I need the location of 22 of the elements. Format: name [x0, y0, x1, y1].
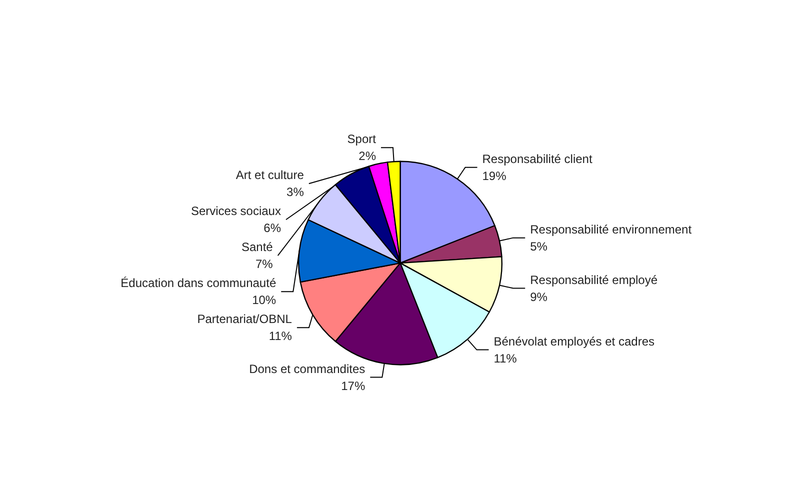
- data-label: 11%: [494, 351, 518, 366]
- slice-label: Partenariat/OBNL: [197, 312, 292, 326]
- data-label: 3%: [286, 185, 304, 200]
- data-label: 10%: [252, 293, 276, 308]
- data-label: 7%: [255, 257, 274, 272]
- slice-label: Responsabilité client: [482, 152, 593, 166]
- slice-label: Services sociaux: [190, 204, 281, 218]
- slice-label: Responsabilité employé: [530, 272, 658, 287]
- slice-label: Art et culture: [236, 168, 304, 182]
- data-label: 5%: [530, 239, 548, 254]
- slice-label: Éducation dans communauté: [120, 276, 276, 290]
- data-label: 11%: [268, 329, 292, 344]
- data-label: 6%: [264, 221, 282, 236]
- slice-label: Responsabilité environnement: [530, 222, 692, 236]
- data-label: 19%: [482, 168, 507, 183]
- data-label: 2%: [358, 149, 376, 164]
- slice-label: Bénévolat employés et cadres: [494, 334, 654, 348]
- slice-label: Santé: [241, 240, 274, 254]
- data-label: 17%: [341, 378, 366, 393]
- slice-label: Sport: [347, 132, 377, 146]
- slice-label: Dons et commandites: [249, 362, 366, 376]
- data-label: 9%: [530, 290, 548, 304]
